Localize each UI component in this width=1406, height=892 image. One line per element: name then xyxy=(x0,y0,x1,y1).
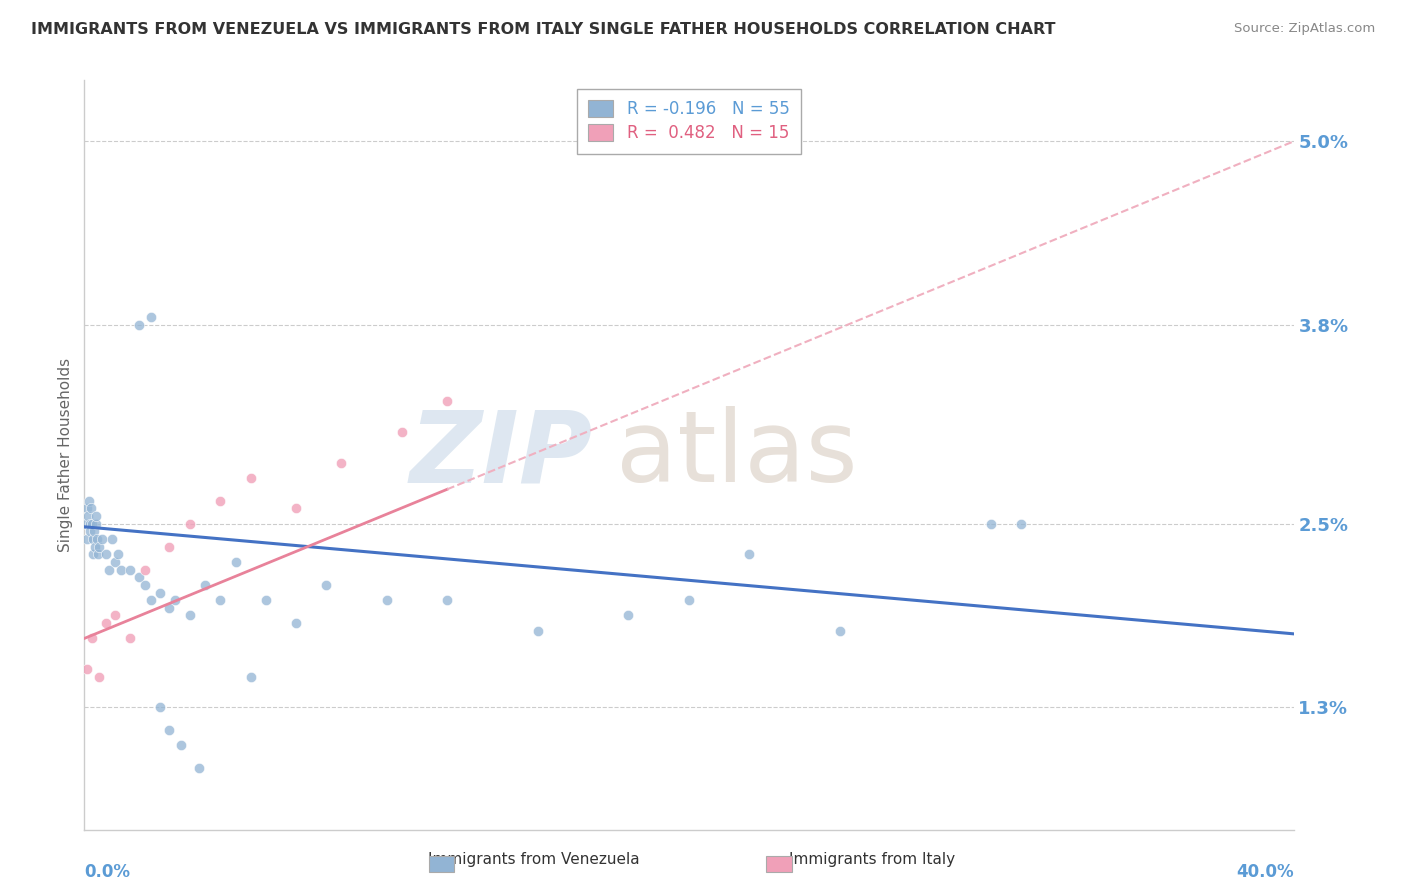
Point xyxy=(77,493,100,508)
Point xyxy=(110,563,132,577)
Point xyxy=(94,616,117,631)
Point xyxy=(830,624,852,638)
Point xyxy=(79,516,101,531)
Point xyxy=(179,608,201,623)
Point xyxy=(527,624,550,638)
Point xyxy=(285,501,308,516)
Point xyxy=(82,547,104,561)
Text: IMMIGRANTS FROM VENEZUELA VS IMMIGRANTS FROM ITALY SINGLE FATHER HOUSEHOLDS CORR: IMMIGRANTS FROM VENEZUELA VS IMMIGRANTS … xyxy=(31,22,1056,37)
Text: 0.0%: 0.0% xyxy=(84,863,131,881)
Point xyxy=(104,608,127,623)
Legend: R = -0.196   N = 55, R =  0.482   N = 15: R = -0.196 N = 55, R = 0.482 N = 15 xyxy=(576,88,801,154)
Point xyxy=(82,532,104,546)
Point xyxy=(436,593,458,607)
Point xyxy=(315,578,337,592)
Point xyxy=(157,723,180,738)
Point xyxy=(330,456,353,470)
Point xyxy=(225,555,247,569)
Text: ZIP: ZIP xyxy=(409,407,592,503)
Point xyxy=(1011,516,1033,531)
Point xyxy=(157,540,180,554)
Point xyxy=(84,516,107,531)
Point xyxy=(75,516,97,531)
Point xyxy=(165,593,187,607)
Point xyxy=(194,578,217,592)
Point xyxy=(239,670,262,684)
Text: Source: ZipAtlas.com: Source: ZipAtlas.com xyxy=(1234,22,1375,36)
Point xyxy=(87,547,110,561)
Point xyxy=(128,318,150,332)
Point xyxy=(149,700,172,714)
Point xyxy=(107,547,129,561)
Text: atlas: atlas xyxy=(616,407,858,503)
Point xyxy=(118,563,141,577)
Point xyxy=(94,547,117,561)
Point xyxy=(89,540,111,554)
Point xyxy=(239,471,262,485)
Point xyxy=(139,593,162,607)
Point xyxy=(170,739,193,753)
Point xyxy=(209,593,232,607)
Point xyxy=(436,394,458,409)
Text: Immigrants from Venezuela: Immigrants from Venezuela xyxy=(429,852,640,867)
Point xyxy=(76,501,98,516)
Point xyxy=(77,509,100,524)
Point xyxy=(80,501,103,516)
Point xyxy=(128,570,150,584)
Point xyxy=(209,493,232,508)
Point xyxy=(149,585,172,599)
Point xyxy=(285,616,308,631)
Point xyxy=(76,662,98,676)
Point xyxy=(86,532,108,546)
Point xyxy=(80,632,103,646)
Point xyxy=(375,593,398,607)
Point xyxy=(391,425,413,439)
Point xyxy=(254,593,277,607)
Point xyxy=(118,632,141,646)
Text: Immigrants from Italy: Immigrants from Italy xyxy=(789,852,955,867)
Point xyxy=(678,593,700,607)
Point xyxy=(91,532,114,546)
Point xyxy=(617,608,640,623)
Point xyxy=(97,563,120,577)
Point xyxy=(76,532,98,546)
Point xyxy=(179,516,201,531)
Point xyxy=(83,524,105,539)
Y-axis label: Single Father Households: Single Father Households xyxy=(58,358,73,552)
Point xyxy=(86,509,108,524)
Point xyxy=(80,516,103,531)
Point xyxy=(100,532,122,546)
Point xyxy=(134,563,156,577)
Point xyxy=(89,670,111,684)
Text: 40.0%: 40.0% xyxy=(1236,863,1294,881)
Point xyxy=(84,540,107,554)
Point xyxy=(157,600,180,615)
Point xyxy=(79,524,101,539)
Point xyxy=(139,310,162,325)
Point xyxy=(188,761,211,775)
Point xyxy=(980,516,1002,531)
Point xyxy=(134,578,156,592)
Point xyxy=(738,547,761,561)
Point xyxy=(104,555,127,569)
